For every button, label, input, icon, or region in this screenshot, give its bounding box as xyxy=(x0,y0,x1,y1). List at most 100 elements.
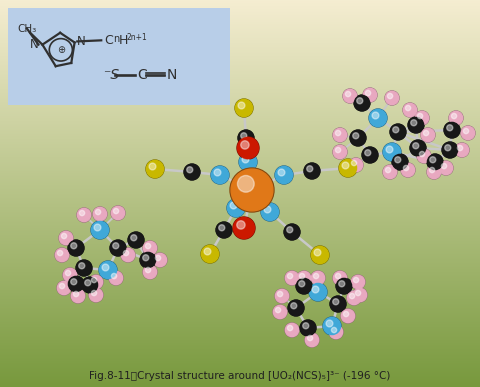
Circle shape xyxy=(369,109,387,127)
Circle shape xyxy=(384,144,400,161)
Circle shape xyxy=(89,288,103,302)
Circle shape xyxy=(456,143,468,157)
Circle shape xyxy=(312,286,319,293)
Circle shape xyxy=(384,165,396,179)
Circle shape xyxy=(273,305,287,319)
Circle shape xyxy=(236,99,252,116)
Circle shape xyxy=(343,89,357,103)
Circle shape xyxy=(427,165,441,179)
Circle shape xyxy=(300,273,305,279)
Circle shape xyxy=(99,261,117,279)
Text: n: n xyxy=(113,34,119,44)
Circle shape xyxy=(216,223,232,238)
Circle shape xyxy=(311,271,325,285)
Circle shape xyxy=(354,96,370,111)
Circle shape xyxy=(336,278,351,294)
Circle shape xyxy=(330,296,346,312)
Text: N: N xyxy=(77,35,86,48)
Circle shape xyxy=(305,333,319,347)
Circle shape xyxy=(140,252,156,268)
Circle shape xyxy=(349,293,355,299)
Circle shape xyxy=(93,207,107,221)
Circle shape xyxy=(63,268,77,282)
Circle shape xyxy=(421,128,435,142)
Circle shape xyxy=(333,128,347,142)
Circle shape xyxy=(288,300,304,316)
Circle shape xyxy=(79,211,84,216)
Circle shape xyxy=(121,248,135,262)
Circle shape xyxy=(347,291,361,305)
Circle shape xyxy=(313,273,319,279)
Circle shape xyxy=(413,143,419,149)
Circle shape xyxy=(341,309,355,323)
Circle shape xyxy=(305,333,319,347)
Circle shape xyxy=(143,265,157,279)
Circle shape xyxy=(304,163,320,179)
Circle shape xyxy=(211,166,229,184)
Circle shape xyxy=(187,167,193,173)
Text: C: C xyxy=(137,68,146,82)
Circle shape xyxy=(102,264,109,271)
Circle shape xyxy=(406,105,411,111)
Circle shape xyxy=(329,325,343,339)
Circle shape xyxy=(129,233,144,248)
Text: ⁻S: ⁻S xyxy=(104,68,120,82)
Circle shape xyxy=(110,240,126,256)
Circle shape xyxy=(408,117,424,133)
Circle shape xyxy=(370,110,386,127)
Circle shape xyxy=(439,161,453,175)
Circle shape xyxy=(444,122,460,138)
Circle shape xyxy=(392,154,408,170)
Circle shape xyxy=(275,289,289,303)
Circle shape xyxy=(238,175,254,192)
Circle shape xyxy=(372,112,379,119)
Circle shape xyxy=(461,126,475,140)
Circle shape xyxy=(324,317,340,334)
Circle shape xyxy=(235,99,253,117)
Circle shape xyxy=(309,283,327,301)
Circle shape xyxy=(111,206,125,220)
Circle shape xyxy=(237,137,259,159)
Circle shape xyxy=(351,275,365,289)
Circle shape xyxy=(288,325,293,331)
Circle shape xyxy=(285,323,299,337)
Circle shape xyxy=(383,165,397,179)
Circle shape xyxy=(79,263,85,269)
Circle shape xyxy=(184,164,200,180)
Circle shape xyxy=(300,320,316,336)
Circle shape xyxy=(346,91,351,97)
Circle shape xyxy=(447,125,453,131)
Text: CH₃: CH₃ xyxy=(17,24,36,34)
Circle shape xyxy=(57,281,71,295)
Circle shape xyxy=(65,271,71,276)
Circle shape xyxy=(285,271,299,285)
Circle shape xyxy=(262,204,278,221)
Circle shape xyxy=(297,271,311,285)
Circle shape xyxy=(144,241,156,255)
Circle shape xyxy=(59,231,73,245)
Circle shape xyxy=(201,245,219,263)
Circle shape xyxy=(307,166,313,172)
Circle shape xyxy=(410,140,426,156)
Circle shape xyxy=(415,111,429,125)
Circle shape xyxy=(390,124,406,140)
Circle shape xyxy=(219,225,225,231)
Circle shape xyxy=(463,128,468,134)
Circle shape xyxy=(296,278,312,294)
Circle shape xyxy=(204,248,211,255)
Text: ⊕: ⊕ xyxy=(57,45,65,55)
Circle shape xyxy=(423,130,429,136)
Circle shape xyxy=(69,240,84,255)
Circle shape xyxy=(276,307,281,313)
Text: N: N xyxy=(167,68,177,82)
Circle shape xyxy=(91,221,109,239)
Circle shape xyxy=(336,273,341,279)
Circle shape xyxy=(63,268,77,282)
Circle shape xyxy=(111,273,117,279)
Circle shape xyxy=(296,278,312,294)
FancyBboxPatch shape xyxy=(2,2,236,111)
Circle shape xyxy=(333,146,347,159)
Circle shape xyxy=(143,255,149,261)
Circle shape xyxy=(230,168,274,212)
Circle shape xyxy=(275,166,293,184)
